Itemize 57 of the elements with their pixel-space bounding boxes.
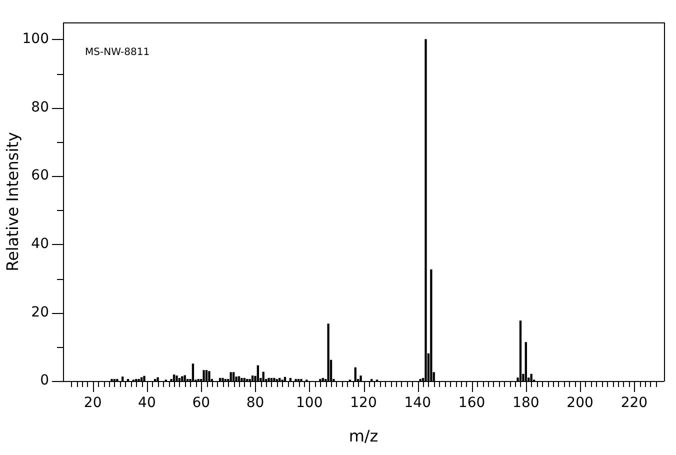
bar — [262, 372, 264, 381]
x-tick-label: 100 — [296, 395, 323, 412]
y-tick-label: 80 — [31, 99, 49, 116]
bar — [208, 371, 210, 381]
annotation: MS-NW-8811 — [85, 46, 150, 58]
y-tick-label: 100 — [22, 31, 49, 48]
bar — [230, 372, 232, 381]
bar — [270, 378, 273, 381]
bar — [218, 378, 222, 381]
x-tick-label: 40 — [138, 395, 156, 412]
bar — [289, 378, 292, 381]
y-axis-title: Relative Intensity — [2, 132, 22, 272]
bar — [360, 376, 362, 381]
x-tick-label: 160 — [458, 395, 486, 412]
bar — [278, 378, 281, 381]
x-tick-label: 200 — [566, 395, 594, 412]
x-tick-label: 140 — [404, 395, 431, 412]
y-tick-label: 20 — [31, 304, 49, 320]
x-tick-label: 80 — [246, 395, 264, 412]
bar — [284, 376, 286, 381]
bar — [192, 364, 194, 381]
bar — [202, 370, 205, 381]
bar — [243, 378, 246, 381]
bar — [143, 376, 146, 381]
bar — [519, 320, 522, 381]
bar — [530, 374, 532, 381]
bar — [232, 372, 235, 381]
bar — [178, 378, 181, 381]
bar — [240, 378, 243, 381]
bar — [184, 375, 186, 381]
y-tick-label: 0 — [40, 372, 49, 389]
bar — [354, 367, 356, 381]
y-tick-label: 60 — [31, 168, 49, 184]
x-tick-label: 120 — [350, 395, 377, 412]
bar — [327, 324, 330, 381]
bar — [156, 377, 159, 381]
bar — [424, 39, 427, 381]
bar — [176, 376, 178, 381]
x-axis-title: m/z — [348, 426, 378, 446]
bar — [256, 365, 260, 381]
bar — [222, 378, 224, 381]
bar — [524, 342, 527, 381]
x-tick-label: 220 — [620, 395, 648, 412]
bar — [322, 378, 324, 381]
bar — [181, 376, 184, 381]
bar — [273, 378, 276, 381]
x-tick-label: 180 — [512, 395, 540, 412]
bar — [268, 378, 270, 381]
bar — [172, 374, 176, 381]
bar — [430, 269, 432, 381]
bar — [251, 376, 254, 381]
y-tick-label: 40 — [31, 236, 49, 252]
x-tick-label: 60 — [192, 395, 210, 412]
bar — [122, 376, 124, 381]
x-tick-label: 20 — [84, 395, 102, 412]
bar — [238, 376, 240, 381]
bar — [205, 370, 208, 381]
